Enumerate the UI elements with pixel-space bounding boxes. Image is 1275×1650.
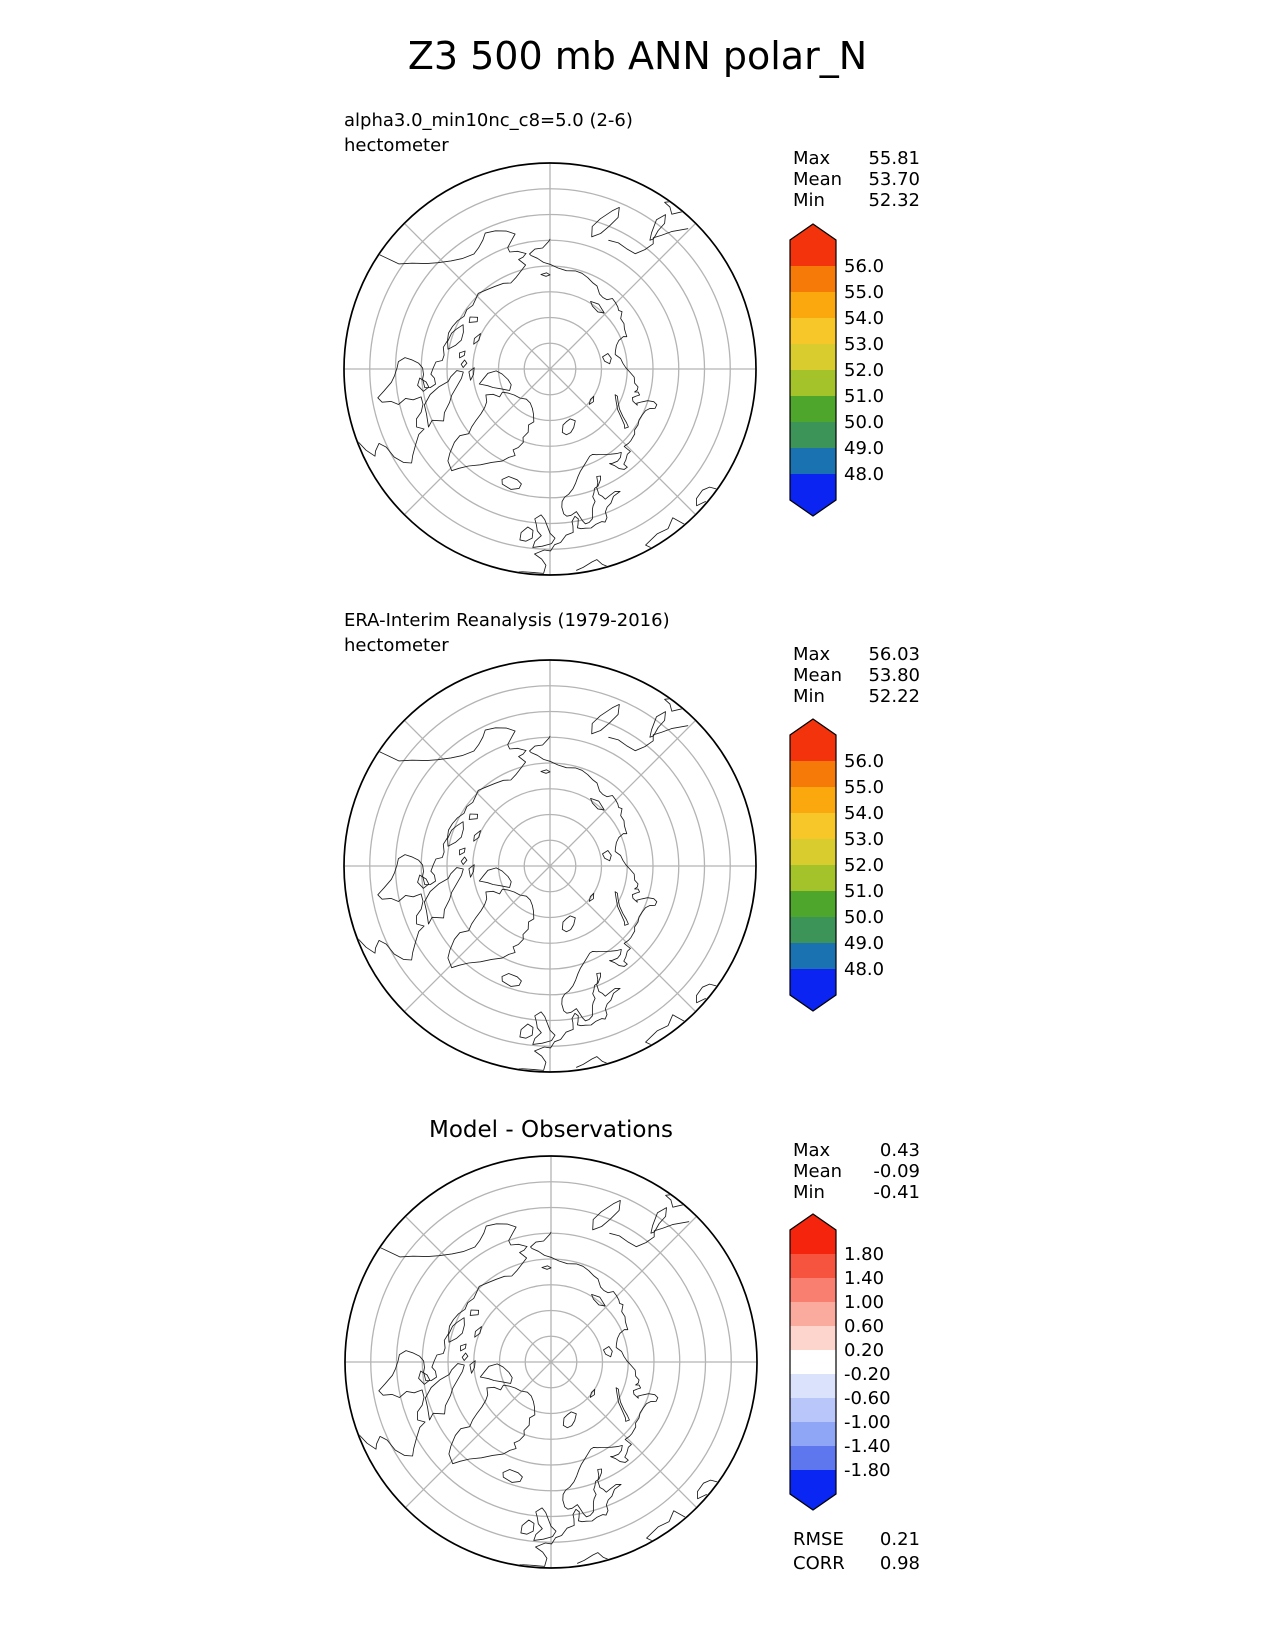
colorbar-tick-label: 52.0	[844, 360, 884, 381]
colorbar-tick-label: 0.60	[844, 1316, 884, 1337]
stat-row-max: Max 0.43	[793, 1140, 920, 1161]
colorbar-tick-label: 49.0	[844, 933, 884, 954]
stat-row-max: Max 56.03	[793, 644, 920, 665]
colorbar-tick-label: 48.0	[844, 464, 884, 485]
metric-label: CORR	[793, 1553, 845, 1574]
stat-value: -0.41	[873, 1182, 920, 1203]
colorbar-tick-label: 1.80	[844, 1244, 884, 1265]
panel3-polar-map	[341, 1152, 761, 1572]
colorbar-tick-label: 50.0	[844, 907, 884, 928]
stat-row-mean: Mean -0.09	[793, 1161, 920, 1182]
panel2-units: hectometer	[344, 635, 449, 656]
colorbar-tick-label: 1.40	[844, 1268, 884, 1289]
colorbar-tick-label: 52.0	[844, 855, 884, 876]
map-boundary-circle	[344, 1155, 758, 1569]
stat-value: 0.43	[879, 1140, 920, 1161]
colorbar-tick-label: 53.0	[844, 829, 884, 850]
panel2-colorbar: 56.0 55.0 54.0 53.0 52.0 51.0 50.0 49.0 48.0	[789, 717, 919, 1013]
colorbar-tick-label: 51.0	[844, 386, 884, 407]
colorbar-tick-label: -1.00	[844, 1412, 891, 1433]
colorbar-tick-label: 54.0	[844, 308, 884, 329]
colorbar-tick-label: 51.0	[844, 881, 884, 902]
panel2-case-name: ERA-Interim Reanalysis (1979-2016)	[344, 610, 670, 631]
colorbar-tick-label: 49.0	[844, 438, 884, 459]
panel3-title: Model - Observations	[428, 1117, 673, 1143]
figure-title: Z3 500 mb ANN polar_N	[407, 34, 868, 78]
stat-label: Mean	[793, 169, 843, 190]
panel1-polar-map	[340, 159, 760, 579]
stat-label: Min	[793, 1182, 825, 1203]
colorbar-tick-label: 55.0	[844, 777, 884, 798]
longitude-gridlines	[344, 163, 756, 575]
stat-label: Mean	[793, 1161, 843, 1182]
colorbar-tick-label: 56.0	[844, 751, 884, 772]
coastlines	[345, 200, 726, 574]
stat-value: 55.81	[868, 148, 920, 169]
colorbar-tick-label: 0.20	[844, 1340, 884, 1361]
panel1-colorbar: 56.0 55.0 54.0 53.0 52.0 51.0 50.0 49.0 48.0	[789, 222, 919, 518]
stat-value: 52.22	[868, 686, 920, 707]
stat-value: -0.09	[873, 1161, 920, 1182]
metric-row-rmse: RMSE 0.21	[793, 1528, 920, 1552]
panel3-metrics: RMSE 0.21 CORR 0.98	[793, 1528, 920, 1576]
map-boundary-circle	[343, 659, 757, 1073]
metric-label: RMSE	[793, 1529, 844, 1550]
panel2-polar-map	[340, 656, 760, 1076]
colorbar-tick-label: 56.0	[844, 256, 884, 277]
longitude-gridlines	[345, 1156, 757, 1568]
panel1-case-name: alpha3.0_min10nc_c8=5.0 (2-6)	[344, 110, 633, 131]
stat-label: Min	[793, 190, 825, 211]
stat-label: Max	[793, 148, 831, 169]
stat-row-mean: Mean 53.70	[793, 169, 920, 190]
stat-value: 53.70	[868, 169, 920, 190]
stat-row-min: Min 52.22	[793, 686, 920, 707]
panel3-stats: Max 0.43 Mean -0.09 Min -0.41	[793, 1140, 920, 1203]
stat-label: Max	[793, 644, 831, 665]
stat-row-max: Max 55.81	[793, 148, 920, 169]
panel2-subtitle: ERA-Interim Reanalysis (1979-2016) hecto…	[344, 608, 764, 658]
stat-value: 52.32	[868, 190, 920, 211]
panel1-subtitle: alpha3.0_min10nc_c8=5.0 (2-6) hectometer	[344, 108, 764, 158]
panel1-stats: Max 55.81 Mean 53.70 Min 52.32	[793, 148, 920, 211]
colorbar-tick-label: 48.0	[844, 959, 884, 980]
colorbar-tick-label: -0.60	[844, 1388, 891, 1409]
panel2-stats: Max 56.03 Mean 53.80 Min 52.22	[793, 644, 920, 707]
colorbar-tick-label: 55.0	[844, 282, 884, 303]
stat-row-mean: Mean 53.80	[793, 665, 920, 686]
colorbar-tick-label: -1.40	[844, 1436, 891, 1457]
panel1-units: hectometer	[344, 135, 449, 156]
panel3-colorbar: 1.80 1.40 1.00 0.60 0.20 -0.20 -0.60 -1.00 -1.40…	[789, 1212, 919, 1512]
colorbar-tick-label: -0.20	[844, 1364, 891, 1385]
stat-label: Max	[793, 1140, 831, 1161]
stat-row-min: Min 52.32	[793, 190, 920, 211]
stat-value: 56.03	[868, 644, 920, 665]
colorbar-tick-label: 53.0	[844, 334, 884, 355]
metric-value: 0.21	[879, 1529, 920, 1550]
metric-row-corr: CORR 0.98	[793, 1552, 920, 1576]
stat-label: Min	[793, 686, 825, 707]
colorbar-tick-label: 1.00	[844, 1292, 884, 1313]
metric-value: 0.98	[879, 1553, 920, 1574]
map-boundary-circle	[343, 162, 757, 576]
stat-label: Mean	[793, 665, 843, 686]
stat-value: 53.80	[868, 665, 920, 686]
stat-row-min: Min -0.41	[793, 1182, 920, 1203]
colorbar-tick-label: 50.0	[844, 412, 884, 433]
colorbar-tick-label: 54.0	[844, 803, 884, 824]
longitude-gridlines	[344, 660, 756, 1072]
colorbar-tick-label: -1.80	[844, 1460, 891, 1481]
